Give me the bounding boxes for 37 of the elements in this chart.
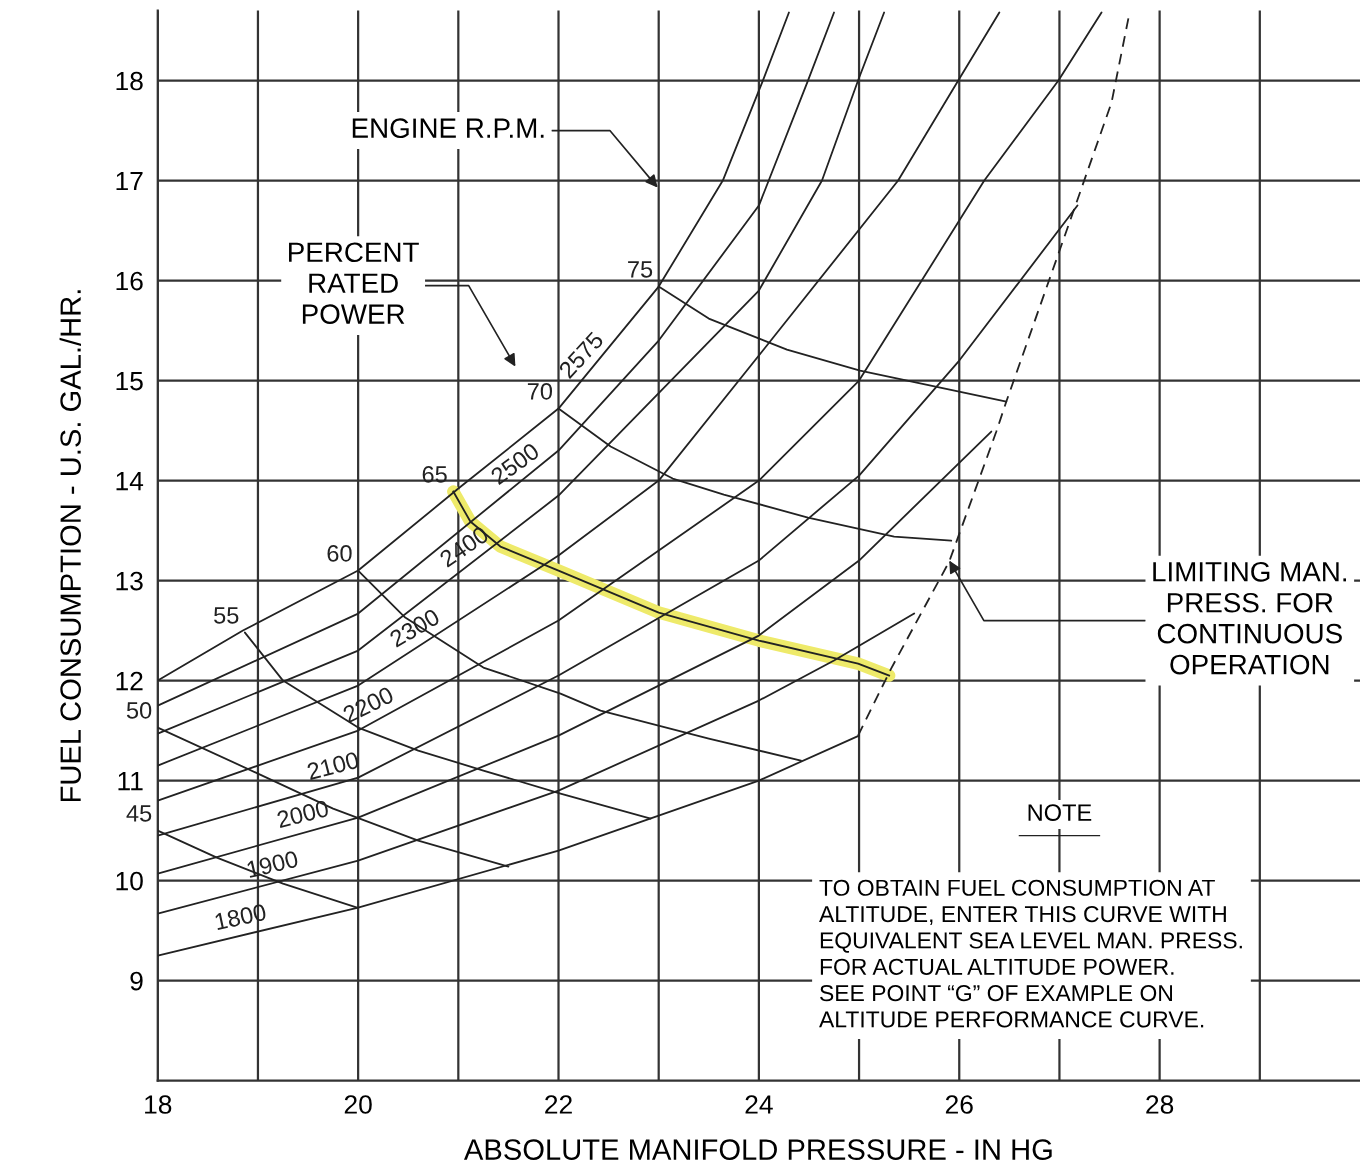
y-tick-label: 10 — [116, 871, 143, 891]
x-axis-title: ABSOLUTE MANIFOLD PRESSURE - IN HG — [463, 1139, 1052, 1160]
series-label: 60 — [327, 545, 352, 562]
series-label: 70 — [527, 383, 553, 400]
x-tick-label: 26 — [945, 1095, 973, 1114]
series-label: 45 — [126, 805, 152, 822]
y-tick-label: 18 — [116, 71, 143, 91]
series-label: 50 — [126, 702, 152, 719]
y-tick-label: 12 — [116, 671, 143, 691]
y-axis-title: FUEL CONSUMPTION - U.S. GAL./HR. — [59, 290, 81, 802]
annotation: NOTE — [1028, 804, 1092, 821]
x-tick-label: 28 — [1146, 1095, 1174, 1114]
y-tick-label: 16 — [116, 271, 143, 291]
text: 2100 — [306, 751, 360, 781]
x-tick-label: 20 — [344, 1095, 372, 1114]
y-tick-label: 11 — [118, 771, 143, 791]
x-tick-label: 24 — [745, 1095, 773, 1114]
x-tick-label: 18 — [145, 1095, 172, 1114]
y-tick-label: 9 — [130, 971, 143, 991]
text: 2000 — [276, 799, 330, 829]
y-tick-label: 17 — [116, 171, 143, 191]
annotation: TO OBTAIN FUEL CONSUMPTION AT ALTITUDE, ENTER THIS CURVE WITH EQUIVALENT SEA LEVEL MAN. PRESS. FOR ACTUAL ALTITUDE POWER. SEE POINT “G” OF EXAMPLE ON ALTITUDE PERFORMANCE CURVE. — [819, 879, 1242, 1028]
y-tick-label: 13 — [116, 571, 143, 591]
series-label: 55 — [214, 607, 239, 624]
text: 1900 — [246, 850, 299, 879]
text: 2300 — [388, 607, 441, 648]
y-tick-label: 14 — [116, 471, 144, 491]
text: 2200 — [341, 686, 395, 724]
text: 1800 — [214, 903, 267, 931]
annotation: ENGINE R.P.M. — [352, 118, 544, 139]
annotation: LIMITING MAN. PRESS. FOR CONTINUOUS OPERATION — [1153, 561, 1347, 675]
annotation: PERCENT RATED POWER — [289, 242, 419, 324]
x-tick-label: 22 — [545, 1095, 572, 1114]
y-tick-label: 15 — [116, 371, 143, 391]
series-label: 65 — [422, 466, 447, 483]
series-label: 75 — [628, 261, 653, 278]
text: 2400 — [438, 525, 490, 568]
